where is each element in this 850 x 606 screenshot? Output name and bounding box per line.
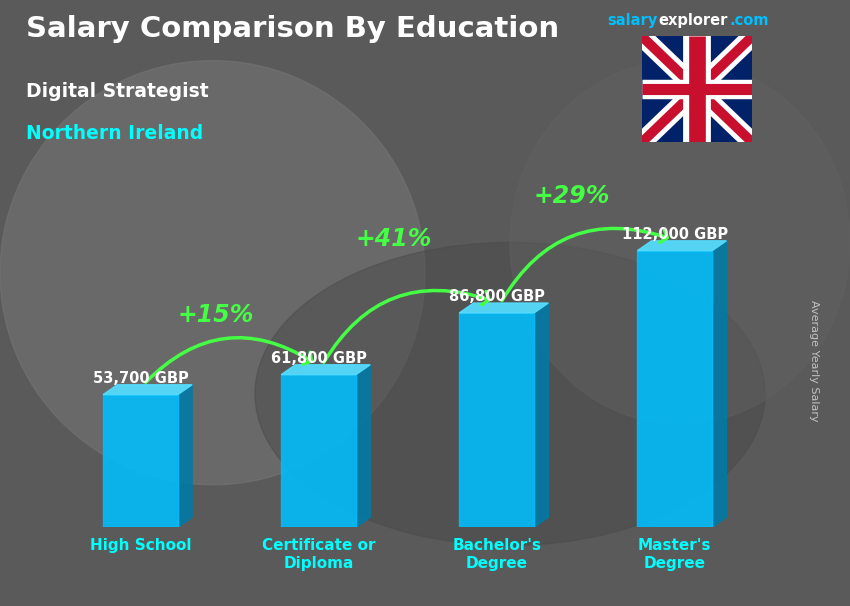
Ellipse shape — [0, 61, 425, 485]
Text: Average Yearly Salary: Average Yearly Salary — [809, 300, 819, 421]
Bar — [638, 251, 712, 527]
Text: Northern Ireland: Northern Ireland — [26, 124, 203, 143]
Text: 53,700 GBP: 53,700 GBP — [93, 371, 189, 386]
Text: 112,000 GBP: 112,000 GBP — [621, 227, 728, 242]
Polygon shape — [103, 385, 192, 395]
Polygon shape — [638, 241, 727, 251]
Text: 86,800 GBP: 86,800 GBP — [449, 289, 545, 304]
Bar — [459, 313, 534, 527]
Polygon shape — [356, 365, 371, 527]
Polygon shape — [459, 303, 548, 313]
Polygon shape — [281, 365, 371, 375]
Bar — [103, 395, 178, 527]
Text: +15%: +15% — [177, 304, 253, 327]
Text: salary: salary — [608, 13, 658, 28]
Text: .com: .com — [729, 13, 768, 28]
Polygon shape — [178, 385, 192, 527]
Ellipse shape — [510, 61, 850, 424]
Text: Salary Comparison By Education: Salary Comparison By Education — [26, 15, 558, 43]
Text: +41%: +41% — [355, 227, 432, 251]
Bar — [281, 375, 356, 527]
Text: explorer: explorer — [659, 13, 728, 28]
Polygon shape — [534, 303, 548, 527]
Text: +29%: +29% — [533, 184, 609, 208]
Polygon shape — [712, 241, 727, 527]
Ellipse shape — [255, 242, 765, 545]
Text: Digital Strategist: Digital Strategist — [26, 82, 208, 101]
Text: 61,800 GBP: 61,800 GBP — [270, 351, 366, 366]
